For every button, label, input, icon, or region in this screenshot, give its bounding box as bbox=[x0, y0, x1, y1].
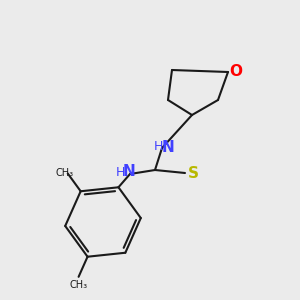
Text: O: O bbox=[230, 64, 242, 80]
Text: S: S bbox=[188, 166, 199, 181]
Text: CH₃: CH₃ bbox=[70, 280, 88, 290]
Text: H: H bbox=[153, 140, 163, 154]
Text: N: N bbox=[123, 164, 135, 179]
Text: N: N bbox=[162, 140, 174, 154]
Text: H: H bbox=[115, 166, 125, 178]
Text: CH₃: CH₃ bbox=[56, 169, 74, 178]
